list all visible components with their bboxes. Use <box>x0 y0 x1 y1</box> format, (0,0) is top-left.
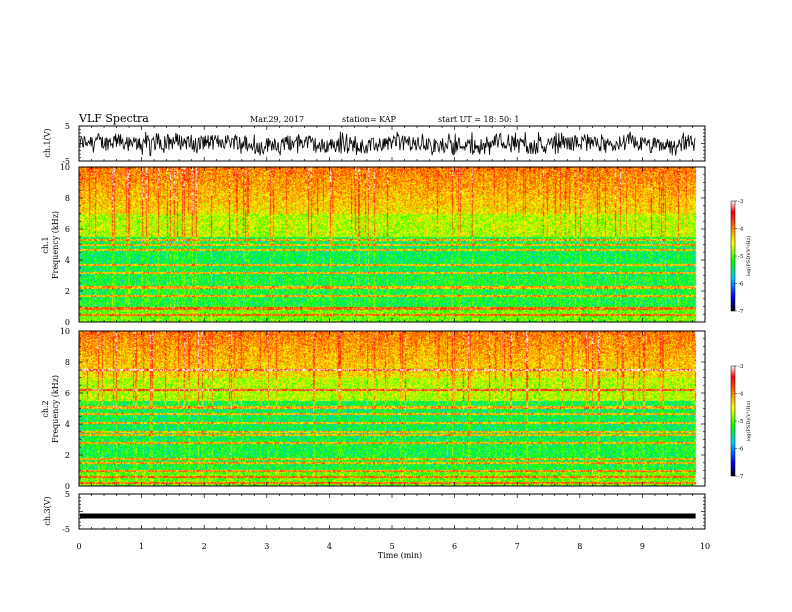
x-tick-label: 6 <box>452 542 457 551</box>
y-tick-label: 2 <box>65 451 70 460</box>
y-tick-label: 8 <box>65 194 70 203</box>
colorbar-ch2-ticks: -3 -4 -5 -6 -7 <box>735 364 744 480</box>
x-tick-label: 4 <box>327 542 332 551</box>
y-tick-label: 2 <box>65 287 70 296</box>
x-tick-label: 0 <box>76 542 81 551</box>
ch2-frequency-ylabel: Frequency (kHz) <box>51 375 60 443</box>
colorbar-tick-label: -7 <box>738 474 744 480</box>
y-tick-label: 0 <box>65 482 70 491</box>
colorbar-tick-label: -4 <box>738 392 744 398</box>
x-tick-label: 3 <box>264 542 269 551</box>
colorbar-ch1-label: log(PSD)(V²/Hz) <box>745 236 752 277</box>
ch2-spectrogram-ylabel: ch.2 <box>41 400 50 417</box>
ch1-spectrogram-ylabel: ch.1 <box>41 236 50 253</box>
spectrogram-ch1-image <box>79 167 705 322</box>
colorbar-tick-label: -4 <box>738 227 744 233</box>
y-tick-label: 6 <box>65 389 70 398</box>
y-tick-label: 10 <box>60 327 70 336</box>
colorbar-tick-label: -3 <box>738 199 744 205</box>
y-tick-label: 10 <box>60 163 70 172</box>
colorbar-ch1-ticks: -3 -4 -5 -6 -7 <box>735 199 744 315</box>
colorbar-ch2-label: log(PSD)(V²/Hz) <box>745 401 752 442</box>
x-tick-label: 5 <box>389 542 394 551</box>
y-tick-label: 5 <box>65 122 70 131</box>
x-tick-label: 7 <box>515 542 520 551</box>
x-tick-label: 9 <box>640 542 645 551</box>
colorbar-tick-label: -3 <box>738 364 744 370</box>
y-tick-label: 4 <box>65 420 70 429</box>
colorbar-tick-label: -6 <box>738 282 744 288</box>
y-tick-label: 8 <box>65 358 70 367</box>
x-tick-label: 1 <box>139 542 144 551</box>
x-tick-label: 8 <box>577 542 582 551</box>
start-time-label: start UT = 18: 50: 1 <box>438 115 519 124</box>
date-label: Mar.29, 2017 <box>250 115 304 124</box>
y-tick-label: 0 <box>65 318 70 327</box>
colorbar-tick-label: -6 <box>738 447 744 453</box>
spectrogram-ch2-image <box>79 331 705 486</box>
y-tick-label: 4 <box>65 256 70 265</box>
colorbar-ch2-gradient <box>730 365 736 477</box>
ch1-waveform-ylabel: ch.1(V) <box>43 128 52 157</box>
ch3-waveform-frame <box>78 493 706 530</box>
x-axis-title: Time (min) <box>378 551 422 560</box>
ch1-waveform-trace <box>79 131 696 157</box>
y-tick-label: 6 <box>65 225 70 234</box>
x-tick-label: 10 <box>700 542 710 551</box>
station-label: station= KAP <box>342 115 397 124</box>
y-tick-label: -5 <box>62 525 70 534</box>
axis-ticks <box>78 125 706 530</box>
colorbar-tick-label: -5 <box>738 419 744 425</box>
colorbar-tick-label: -5 <box>738 254 744 260</box>
colorbar-ch1-gradient <box>730 200 736 312</box>
y-tick-label: -5 <box>62 157 70 166</box>
colorbar-tick-label: -7 <box>738 309 744 315</box>
y-tick-label: 5 <box>65 490 70 499</box>
colorbar-ch1: -3 -4 -5 -6 -7 log(PSD)(V²/Hz) <box>730 199 752 315</box>
ch3-waveform-ylabel: ch.3(V) <box>43 496 52 525</box>
ch1-frequency-ylabel: Frequency (kHz) <box>51 211 60 279</box>
colorbar-ch2: -3 -4 -5 -6 -7 log(PSD)(V²/Hz) <box>730 364 752 480</box>
figure-title: VLF Spectra <box>78 112 149 125</box>
x-tick-label: 2 <box>202 542 207 551</box>
